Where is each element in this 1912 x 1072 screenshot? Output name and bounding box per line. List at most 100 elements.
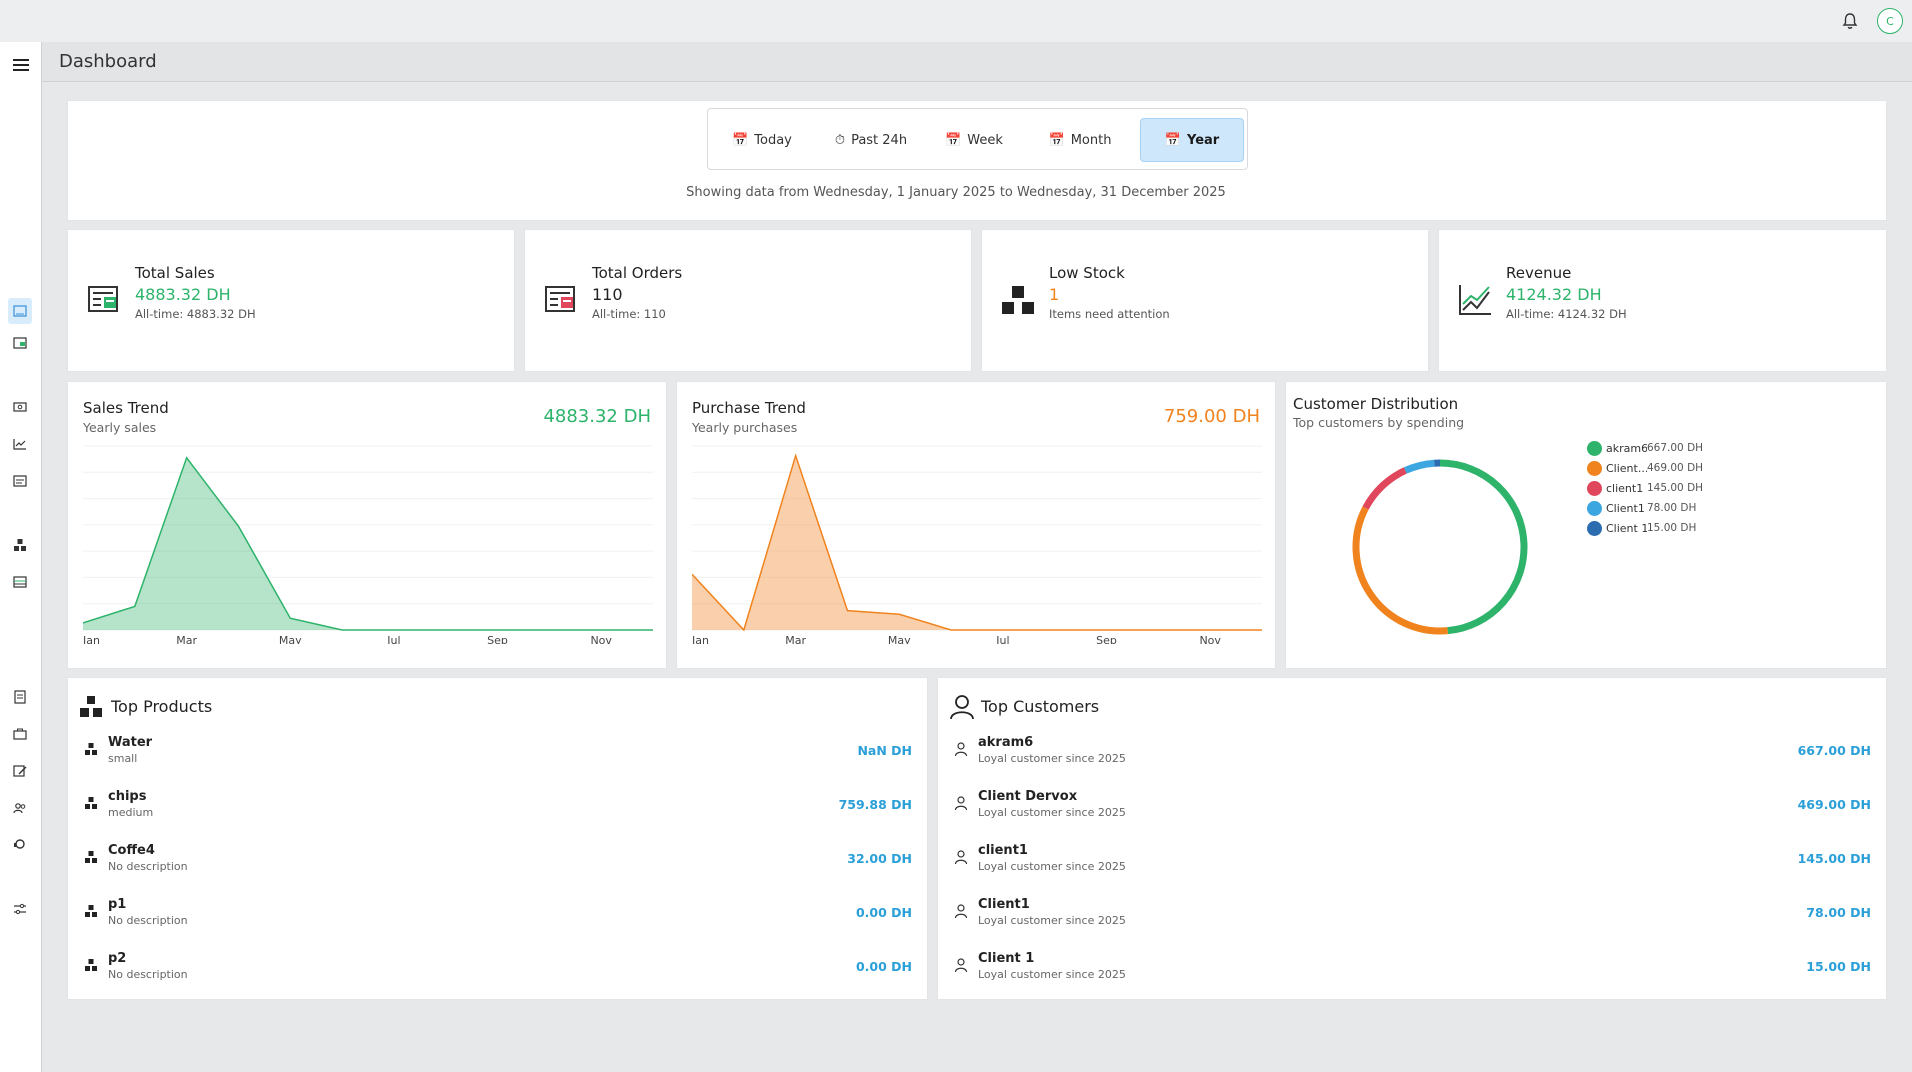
sidebar-item-reports[interactable] [11, 435, 29, 453]
document-icon [14, 690, 26, 704]
item-description: small [108, 752, 138, 765]
customer-row[interactable]: Client1 Loyal customer since 2025 78.00 DH [938, 897, 1886, 947]
top-customers-title: Top Customers [981, 697, 1100, 716]
item-description: Loyal customer since 2025 [978, 752, 1126, 765]
x-tick-label: Jan [83, 634, 100, 644]
chart-line-icon [13, 439, 26, 450]
legend-swatch [1587, 480, 1602, 496]
product-row[interactable]: Water small NaN DH [68, 735, 927, 785]
item-name: Water [108, 735, 153, 750]
legend-value: 15.00 DH [1647, 522, 1697, 534]
item-name: Client 1 [978, 951, 1035, 966]
sidebar-item-dashboard[interactable] [8, 298, 32, 324]
calendar-icon: 📅 [945, 132, 962, 148]
sidebar-item-customers[interactable] [11, 799, 29, 817]
legend-entry[interactable]: client1 145.00 DH [1587, 480, 1703, 496]
stat-value: 1 [1049, 285, 1060, 304]
filter-month-button[interactable]: 📅 Month [1048, 132, 1112, 148]
filter-week-button[interactable]: 📅 Week [945, 132, 1003, 148]
legend-entry[interactable]: akram6 667.00 DH [1587, 440, 1703, 456]
filter-today-button[interactable]: 📅 Today [732, 132, 792, 148]
chart-subtitle: Yearly purchases [692, 420, 798, 435]
legend-entry[interactable]: Client 1 15.00 DH [1587, 520, 1696, 536]
sidebar-item-settings[interactable] [11, 900, 29, 918]
stat-card-total-sales: Total Sales 4883.32 DH All-time: 4883.32… [67, 229, 515, 372]
x-tick-label: May [888, 634, 911, 644]
chart-title: Customer Distribution [1293, 395, 1459, 413]
item-value: 469.00 DH [1797, 797, 1871, 812]
sidebar-item-documents[interactable] [11, 688, 29, 706]
donut-slice[interactable] [1403, 459, 1435, 474]
sidebar-item-sales[interactable] [11, 334, 29, 352]
box-icon [85, 851, 97, 863]
x-tick-label: Sep [487, 634, 508, 644]
series-line [692, 453, 1262, 632]
area-fill [83, 457, 653, 630]
top-products-title: Top Products [111, 697, 213, 716]
donut-slice[interactable] [1352, 506, 1448, 635]
support-icon [14, 839, 25, 849]
stat-subtext: Items need attention [1049, 307, 1170, 321]
sidebar-item-payments[interactable] [11, 398, 29, 416]
x-tick-label: Jul [995, 634, 1009, 644]
stat-subtext: All-time: 110 [592, 307, 666, 321]
sidebar-item-products[interactable] [11, 536, 29, 554]
item-description: No description [108, 968, 188, 981]
chart-title: Sales Trend [83, 399, 169, 417]
product-row[interactable]: chips medium 759.88 DH [68, 789, 927, 839]
orders-icon [545, 286, 575, 312]
customer-row[interactable]: Client 1 Loyal customer since 2025 15.00 D… [938, 951, 1886, 1001]
stat-card-low-stock: Low Stock 1 Items need attention [981, 229, 1429, 372]
product-row[interactable]: p1 No description 0.00 DH [68, 897, 927, 947]
legend-label: client1 [1606, 481, 1644, 495]
hamburger-menu-icon[interactable] [11, 55, 31, 75]
legend-swatch [1587, 500, 1602, 516]
date-range-selector: 📅 Today ⏱ Past 24h 📅 Week 📅 Month 📅 Year [707, 108, 1248, 170]
legend-label: akram6 [1606, 441, 1647, 455]
customer-row[interactable]: client1 Loyal customer since 2025 145.00 D… [938, 843, 1886, 893]
sidebar-item-invoices[interactable] [11, 472, 29, 490]
page-header: Dashboard [42, 42, 1912, 82]
donut-slice[interactable] [1362, 467, 1407, 510]
chart-subtitle: Top customers by spending [1293, 415, 1465, 430]
item-description: No description [108, 860, 188, 873]
dashboard-icon [13, 305, 27, 317]
filter-year-button[interactable]: 📅 Year [1140, 118, 1244, 162]
legend-value: 667.00 DH [1647, 442, 1704, 454]
box-icon [85, 797, 97, 809]
item-name: Coffe4 [108, 843, 155, 858]
series-line [83, 456, 653, 631]
bell-icon[interactable] [1840, 11, 1860, 31]
x-tick-label: Jul [386, 634, 400, 644]
item-name: akram6 [978, 735, 1034, 750]
item-value: 667.00 DH [1797, 743, 1871, 758]
sidebar-item-suppliers[interactable] [11, 762, 29, 780]
product-row[interactable]: p2 No description 0.00 DH [68, 951, 927, 1001]
area-fill [692, 455, 1262, 630]
customer-row[interactable]: Client Dervox Loyal customer since 2025 46… [938, 789, 1886, 839]
x-tick-label: Nov [590, 634, 612, 644]
sales-icon [13, 337, 27, 349]
user-icon [954, 796, 968, 811]
product-row[interactable]: Coffe4 No description 32.00 DH [68, 843, 927, 893]
chart-total: 4883.32 DH [543, 406, 651, 427]
stat-title: Total Orders [592, 264, 683, 282]
customer-distribution-card: Customer Distribution Top customers by s… [1285, 381, 1887, 669]
purchase-trend-card: Purchase Trend Yearly purchases 759.00 D… [676, 381, 1276, 669]
donut-slice[interactable] [1439, 459, 1528, 635]
date-range-text: Showing data from Wednesday, 1 January 2… [686, 185, 1226, 200]
filter-past24h-button[interactable]: ⏱ Past 24h [834, 132, 908, 148]
avatar[interactable]: C [1877, 8, 1903, 34]
sidebar-item-purchases[interactable] [11, 725, 29, 743]
sidebar-item-inventory[interactable] [11, 573, 29, 591]
timer-icon: ⏱ [834, 132, 846, 148]
sidebar-item-support[interactable] [11, 835, 29, 853]
top-products-card: Top Products Water small NaN DH chips medium… [67, 677, 928, 1000]
legend-entry[interactable]: Client1 78.00 DH [1587, 500, 1696, 516]
customer-row[interactable]: akram6 Loyal customer since 2025 667.00 DH [938, 735, 1886, 785]
box-icon [85, 905, 97, 917]
stat-card-revenue: Revenue 4124.32 DH All-time: 4124.32 DH [1438, 229, 1887, 372]
legend-entry[interactable]: Client... 469.00 DH [1587, 460, 1703, 476]
user-icon [954, 742, 968, 757]
chart-total: 759.00 DH [1163, 406, 1260, 427]
